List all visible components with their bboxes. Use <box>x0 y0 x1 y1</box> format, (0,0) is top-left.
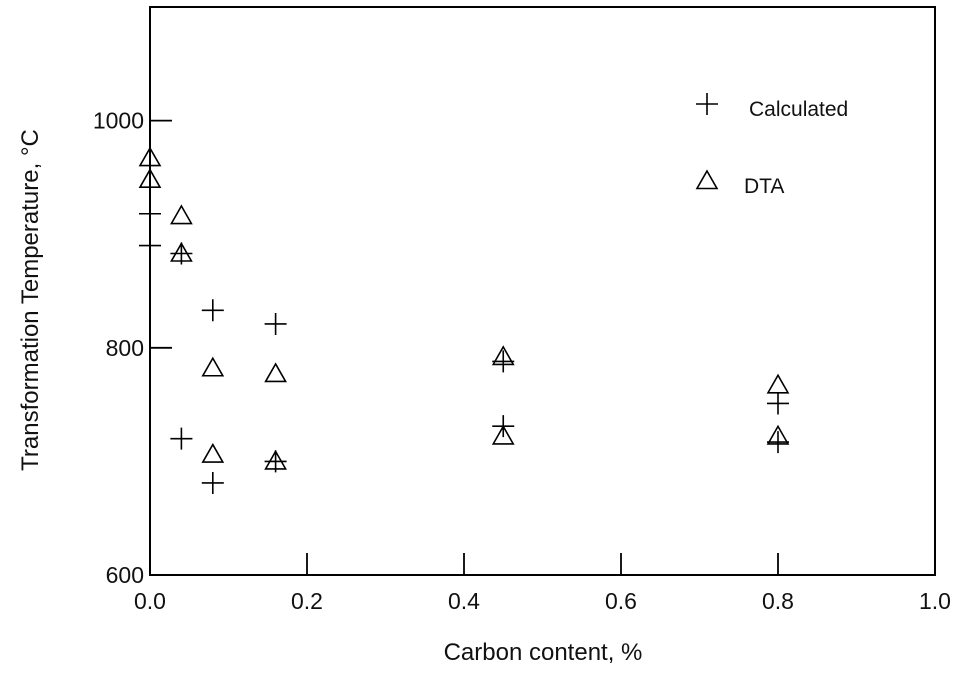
x-tick-label: 0.2 <box>291 588 323 614</box>
calculated-point <box>492 350 515 373</box>
data-markers <box>138 146 790 494</box>
legend: Calculated DTA <box>695 93 848 198</box>
legend-label: Calculated <box>749 98 848 121</box>
dta-point <box>138 146 162 167</box>
legend-triangle-icon <box>695 169 719 190</box>
calculated-point <box>201 471 224 494</box>
calculated-point <box>170 427 193 450</box>
x-tick-label: 0.6 <box>605 588 637 614</box>
dta-point <box>491 345 515 366</box>
dta-point <box>766 373 790 394</box>
x-tick-label: 0.4 <box>448 588 480 614</box>
dta-point <box>170 204 193 225</box>
calculated-point <box>264 312 287 335</box>
legend-label: DTA <box>744 175 784 198</box>
calculated-point <box>767 431 789 454</box>
calculated-point <box>139 202 161 225</box>
dta-point <box>264 362 287 383</box>
dta-point <box>201 442 225 463</box>
dta-point <box>201 356 225 377</box>
calculated-point <box>201 299 224 322</box>
y-tick-label: 1000 <box>93 108 144 134</box>
calculated-point <box>139 234 161 257</box>
dta-point <box>170 241 193 262</box>
legend-plus-icon <box>696 93 718 115</box>
x-tick-label: 0.0 <box>134 588 166 614</box>
dta-point <box>264 449 287 470</box>
calculated-point <box>767 392 789 415</box>
dta-point <box>766 424 790 445</box>
y-axis-ticks: 600 800 1000 <box>93 108 172 588</box>
dta-point <box>491 424 515 445</box>
plot-area <box>149 6 936 576</box>
y-axis-label: Transformation Temperature, °C <box>17 129 44 471</box>
y-tick-label: 800 <box>106 335 144 361</box>
y-tick-label: 600 <box>106 562 144 588</box>
dta-point <box>138 168 162 188</box>
x-axis-label: Carbon content, % <box>444 639 643 666</box>
x-tick-label: 0.8 <box>762 588 794 614</box>
x-axis-ticks: 0.0 0.2 0.4 0.6 0.8 1.0 <box>134 553 951 614</box>
x-tick-label: 1.0 <box>919 588 951 614</box>
plot-frame <box>149 6 936 576</box>
